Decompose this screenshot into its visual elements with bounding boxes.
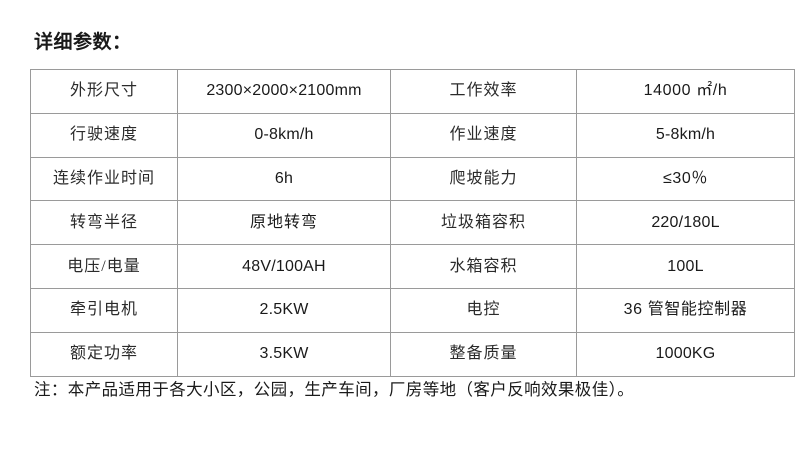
page-title: 详细参数： (34, 32, 132, 53)
row-label-traction-motor: 牵引电机 (30, 287, 178, 333)
row-label-rated-power: 额定功率 (30, 331, 178, 377)
row-value-continuous-working-time: 6h (177, 156, 391, 202)
table-body: 外形尺寸 2300×2000×2100mm 工作效率 14000 ㎡/h 行驶速… (30, 69, 795, 377)
row-label-water-tank-capacity: 水箱容积 (390, 244, 577, 289)
row-value-driving-speed: 0-8km/h (177, 112, 391, 158)
table-row: 连续作业时间 6h 爬坡能力 ≤30％ (30, 156, 795, 202)
table-row: 额定功率 3.5KW 整备质量 1000KG (30, 331, 795, 377)
row-value-climbing-ability: ≤30％ (576, 156, 795, 202)
row-label-working-speed: 作业速度 (390, 112, 577, 158)
row-label-continuous-working-time: 连续作业时间 (30, 156, 178, 202)
table-row: 外形尺寸 2300×2000×2100mm 工作效率 14000 ㎡/h (30, 69, 795, 114)
row-value-dimensions: 2300×2000×2100mm (177, 69, 391, 114)
row-label-turning-radius: 转弯半径 (30, 200, 178, 246)
row-label-driving-speed: 行驶速度 (30, 112, 178, 158)
row-value-electric-control: 36 管智能控制器 (576, 287, 795, 333)
row-value-curb-weight: 1000KG (576, 331, 795, 377)
table-row: 电压/电量 48V/100AH 水箱容积 100L (30, 244, 795, 289)
table-row: 行驶速度 0-8km/h 作业速度 5-8km/h (30, 112, 795, 158)
row-value-voltage-capacity: 48V/100AH (177, 244, 391, 289)
table-row: 转弯半径 原地转弯 垃圾箱容积 220/180L (30, 200, 795, 246)
row-label-trash-bin-capacity: 垃圾箱容积 (390, 200, 577, 246)
row-label-curb-weight: 整备质量 (390, 331, 577, 377)
footnote-text: 注：本产品适用于各大小区，公园，生产车间，厂房等地（客户反响效果极佳）。 (34, 380, 635, 399)
row-value-working-speed: 5-8km/h (576, 112, 795, 158)
row-label-climbing-ability: 爬坡能力 (390, 156, 577, 202)
row-label-dimensions: 外形尺寸 (30, 69, 178, 114)
row-label-work-efficiency: 工作效率 (390, 69, 577, 114)
row-label-electric-control: 电控 (390, 287, 577, 333)
row-label-voltage-capacity: 电压/电量 (30, 244, 178, 289)
row-value-trash-bin-capacity: 220/180L (576, 200, 795, 246)
row-value-work-efficiency: 14000 ㎡/h (576, 69, 795, 114)
row-value-rated-power: 3.5KW (177, 331, 391, 377)
row-value-water-tank-capacity: 100L (576, 244, 795, 289)
row-value-traction-motor: 2.5KW (177, 287, 391, 333)
specification-table: 外形尺寸 2300×2000×2100mm 工作效率 14000 ㎡/h 行驶速… (30, 69, 795, 377)
table-row: 牵引电机 2.5KW 电控 36 管智能控制器 (30, 287, 795, 333)
row-value-turning-radius: 原地转弯 (177, 200, 391, 246)
